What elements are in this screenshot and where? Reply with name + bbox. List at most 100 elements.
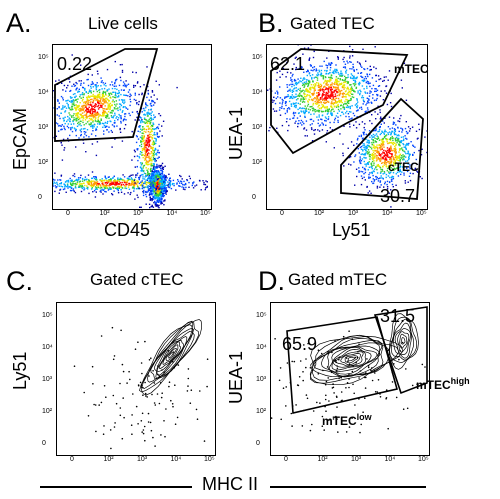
- ctec-event: [397, 120, 399, 122]
- epcam-positive-event: [71, 96, 73, 99]
- mtec-event: [301, 90, 303, 92]
- outlier-event: [92, 383, 94, 385]
- ctec-event: [363, 168, 366, 170]
- ctec-event: [376, 185, 379, 188]
- cd45-positive-event: [141, 154, 143, 156]
- epcam-positive-event: [95, 114, 98, 116]
- ctec-event: [379, 167, 382, 169]
- mtec-event: [303, 71, 305, 73]
- ctec-event: [402, 154, 404, 156]
- ctec-event: [404, 151, 406, 153]
- cd45-positive-event: [145, 152, 147, 154]
- panel-b-gate-mtec-label: mTEC: [394, 62, 429, 76]
- cd45-positive-event: [150, 186, 152, 188]
- cd45-positive-event: [147, 113, 150, 115]
- mtec-event: [324, 76, 327, 78]
- epcam-positive-event: [103, 130, 105, 132]
- cd45-positive-event: [148, 159, 150, 162]
- cd45-positive-event: [158, 198, 160, 201]
- mtec-event: [321, 98, 323, 100]
- epcam-positive-event: [154, 102, 156, 104]
- panel-a-plot: [52, 44, 212, 210]
- epcam-positive-event: [111, 112, 113, 114]
- outlier-event: [139, 381, 142, 384]
- ctec-event: [383, 155, 386, 157]
- double-negative-event: [148, 182, 151, 185]
- outlier-event: [163, 420, 165, 422]
- double-negative-event: [59, 183, 61, 185]
- epcam-positive-event: [111, 110, 113, 112]
- double-negative-event: [109, 179, 112, 181]
- mtec-event: [369, 92, 371, 94]
- epcam-positive-event: [129, 114, 131, 117]
- epcam-positive-event: [93, 96, 95, 98]
- double-negative-event: [155, 178, 157, 180]
- epcam-positive-event: [96, 111, 99, 113]
- epcam-positive-event: [94, 111, 96, 113]
- cd45-positive-event: [159, 167, 162, 170]
- cd45-positive-event: [159, 197, 161, 199]
- mtec-event: [277, 93, 279, 95]
- double-negative-event: [131, 180, 133, 182]
- mtec-event: [322, 124, 325, 126]
- ctec-event: [383, 132, 385, 134]
- mtec-event: [326, 130, 329, 132]
- mtec-event: [334, 105, 336, 108]
- mtec-event: [344, 78, 346, 81]
- double-negative-event: [169, 183, 171, 185]
- mtec-event: [347, 82, 349, 84]
- double-negative-event: [93, 181, 96, 183]
- double-negative-event: [87, 182, 89, 184]
- ctec-event: [389, 152, 391, 155]
- double-negative-event: [94, 196, 97, 198]
- mtec-event: [334, 79, 337, 82]
- epcam-positive-event: [83, 82, 85, 84]
- double-negative-event: [100, 180, 103, 183]
- outlier-event: [171, 403, 174, 405]
- cd45-positive-event: [161, 193, 163, 195]
- mtec-event: [301, 107, 303, 110]
- ctec-event: [379, 146, 381, 149]
- epcam-positive-event: [87, 108, 89, 110]
- cd45-positive-event: [134, 151, 136, 153]
- mtec-event: [324, 79, 326, 82]
- ctec-event: [389, 172, 391, 175]
- ctec-event: [406, 143, 409, 145]
- ctec-event: [371, 164, 373, 167]
- mtec-event: [293, 78, 296, 81]
- ctec-event: [374, 148, 376, 150]
- cd45-positive-event: [140, 164, 143, 166]
- double-negative-event: [81, 180, 84, 182]
- double-negative-event: [89, 184, 92, 187]
- ctec-event: [384, 183, 386, 185]
- ctec-event: [390, 171, 392, 173]
- mtec-event: [288, 89, 290, 92]
- cd45-positive-event: [154, 189, 156, 191]
- mtec-event: [334, 119, 336, 121]
- mtec-event: [317, 100, 319, 103]
- mtec-event: [325, 94, 328, 96]
- epcam-positive-event: [83, 107, 85, 109]
- epcam-positive-event: [90, 83, 92, 86]
- epcam-positive-event: [100, 102, 102, 104]
- outlier-event: [142, 432, 145, 435]
- cd45-positive-event: [151, 175, 153, 177]
- epcam-positive-event: [80, 113, 82, 116]
- mtec-event: [324, 97, 326, 100]
- cd45-positive-event: [150, 183, 152, 185]
- epcam-positive-event: [74, 107, 76, 109]
- epcam-positive-event: [112, 91, 115, 93]
- epcam-positive-event: [103, 87, 106, 90]
- double-negative-event: [93, 182, 95, 185]
- epcam-positive-event: [108, 126, 110, 128]
- epcam-positive-event: [73, 85, 76, 87]
- cd45-positive-event: [145, 163, 147, 165]
- epcam-positive-event: [91, 143, 94, 145]
- outlier-event: [160, 434, 162, 436]
- mtec-event: [346, 104, 349, 107]
- double-negative-event: [186, 179, 189, 182]
- double-negative-event: [107, 176, 110, 178]
- ctec-event: [394, 145, 396, 148]
- double-negative-event: [180, 175, 182, 178]
- mtec-event: [355, 103, 358, 105]
